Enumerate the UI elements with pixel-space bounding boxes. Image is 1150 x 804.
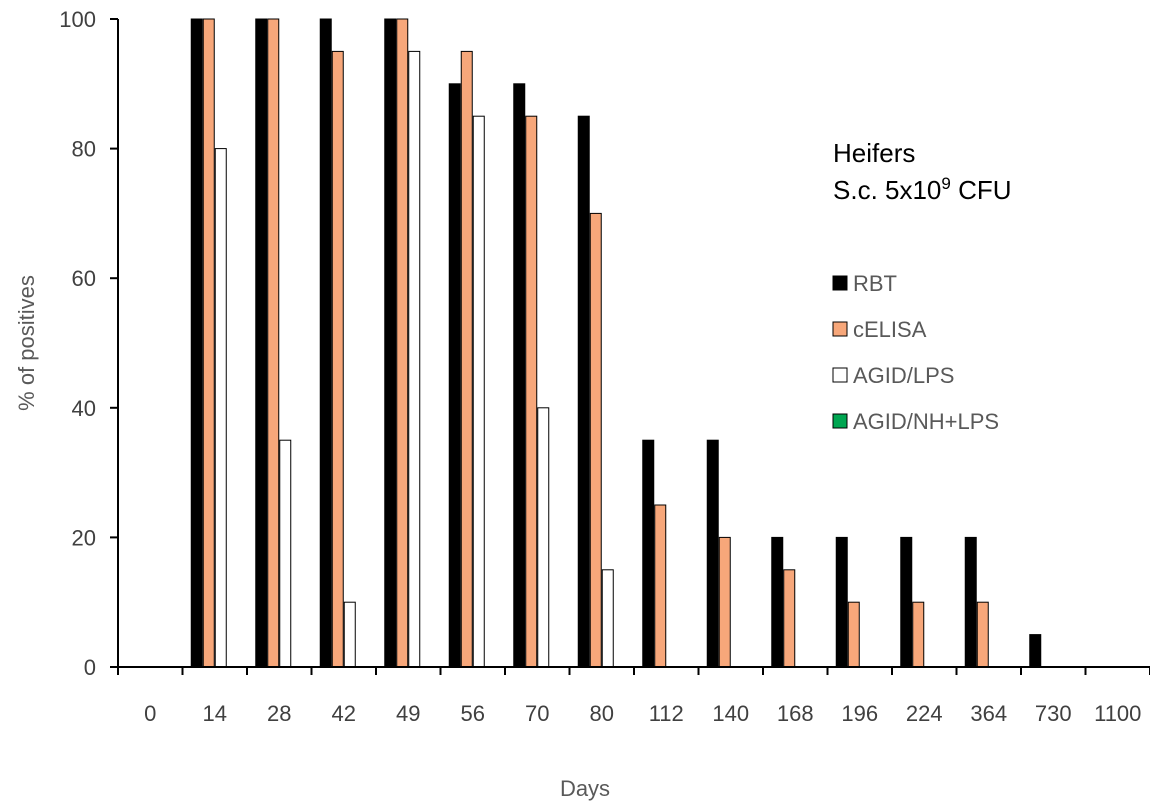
x-tick-label: 49	[396, 701, 420, 726]
bar-rbt-day-364	[964, 536, 977, 668]
y-tick-label: 20	[72, 525, 96, 550]
bar-agid-lps-day-42	[343, 601, 356, 668]
annotation-line-2: S.c. 5x109 CFU	[833, 174, 1012, 205]
bar-rbt-day-140	[706, 439, 719, 668]
bar-celisa-day-140	[718, 536, 731, 668]
bar-celisa-day-14	[202, 18, 215, 668]
annotation-line-1: Heifers	[833, 138, 915, 168]
x-tick-label: 1100	[1094, 701, 1141, 726]
legend-label: cELISA	[853, 317, 927, 342]
x-tick-label: 14	[203, 701, 227, 726]
bar-celisa-day-42	[331, 50, 344, 668]
legend-swatch-celisa	[832, 321, 848, 337]
legend-swatch-rbt	[832, 275, 848, 291]
x-tick-label: 28	[267, 701, 291, 726]
x-axis-tick-labels: 0 14 28 42 49 56 70 80 112 140 168 196 224 364 730 1100	[144, 701, 1141, 726]
bar-celisa-day-80	[589, 212, 602, 668]
y-tick-label: 60	[72, 266, 96, 291]
bar-rbt-day-49	[384, 18, 397, 668]
bar-rbt-day-224	[900, 536, 913, 668]
legend: RBT cELISA AGID/LPS AGID/NH+LPS	[832, 271, 999, 434]
bar-agid-lps-day-14	[214, 148, 227, 668]
bar-rbt-day-196	[835, 536, 848, 668]
annotation-line-2-prefix: S.c. 5x10	[833, 175, 941, 205]
x-tick-label: 42	[332, 701, 356, 726]
x-tick-label: 224	[906, 701, 943, 726]
bar-agid-lps-day-70	[537, 407, 550, 668]
y-tick-label: 40	[72, 396, 96, 421]
annotation-line-2-suffix: CFU	[951, 175, 1012, 205]
y-tick-label: 80	[72, 137, 96, 162]
x-tick-label: 140	[712, 701, 749, 726]
bar-celisa-day-168	[783, 569, 796, 668]
y-tick-label: 0	[84, 655, 96, 680]
bar-rbt-day-56	[448, 83, 461, 668]
x-tick-label: 730	[1035, 701, 1072, 726]
bar-celisa-day-224	[912, 601, 925, 668]
bar-rbt-day-28	[255, 18, 268, 668]
y-tick-label: 100	[59, 7, 96, 32]
x-axis-title: Days	[560, 776, 610, 801]
bar-rbt-day-42	[319, 18, 332, 668]
bar-rbt-day-168	[771, 536, 784, 668]
bar-celisa-day-112	[654, 504, 667, 668]
x-tick-label: 168	[777, 701, 814, 726]
bar-celisa-day-49	[396, 18, 409, 668]
legend-label: AGID/NH+LPS	[853, 409, 999, 434]
bars	[190, 18, 1042, 668]
y-axis-tick-labels: 0 20 40 60 80 100	[59, 7, 96, 680]
bar-agid-lps-day-49	[408, 50, 421, 668]
annotation-line-2-superscript: 9	[941, 174, 950, 193]
bar-celisa-day-28	[267, 18, 280, 668]
x-tick-label: 56	[461, 701, 485, 726]
bar-rbt-day-80	[577, 115, 590, 668]
legend-label: AGID/LPS	[853, 363, 954, 388]
bar-agid-lps-day-28	[279, 439, 292, 668]
bar-celisa-day-70	[525, 115, 538, 668]
bar-celisa-day-56	[460, 50, 473, 668]
bar-rbt-day-70	[513, 83, 526, 668]
x-tick-label: 70	[525, 701, 549, 726]
x-tick-label: 364	[970, 701, 1007, 726]
x-tick-label: 196	[841, 701, 878, 726]
x-tick-label: 112	[649, 701, 684, 726]
y-axis-title: % of positives	[14, 275, 39, 411]
bar-rbt-day-14	[190, 18, 203, 668]
x-tick-label: 80	[590, 701, 614, 726]
legend-swatch-agid-nh-lps	[832, 413, 848, 429]
bar-agid-lps-day-80	[601, 569, 614, 668]
bar-celisa-day-196	[847, 601, 860, 668]
bar-rbt-day-112	[642, 439, 655, 668]
legend-label: RBT	[853, 271, 897, 296]
legend-swatch-agid-lps	[832, 367, 848, 383]
bar-rbt-day-730	[1029, 634, 1042, 668]
bar-celisa-day-364	[976, 601, 989, 668]
axes	[110, 18, 1150, 675]
bar-agid-lps-day-56	[472, 115, 485, 668]
x-tick-label: 0	[144, 701, 156, 726]
